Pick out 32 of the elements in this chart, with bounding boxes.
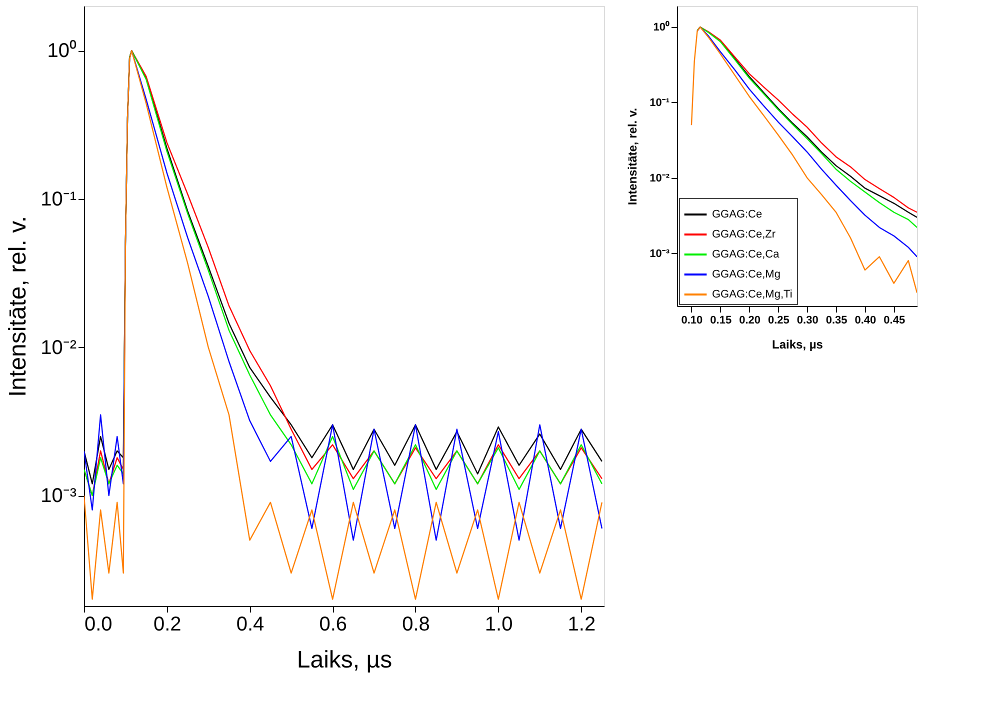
- y-tick-label: 10⁻³: [40, 485, 77, 508]
- legend-label: GGAG:Ce,Zr: [712, 228, 776, 240]
- legend-label: GGAG:Ce,Mg: [712, 268, 780, 280]
- y-tick-label: 10⁻¹: [650, 96, 670, 109]
- x-tick-label: 0.4: [236, 614, 264, 636]
- x-tick-label: 0.2: [153, 614, 182, 636]
- x-tick-label: 0.40: [854, 314, 876, 326]
- y-tick-label: 10⁻³: [650, 248, 670, 260]
- y-axis-title: Intensitāte, rel. v.: [626, 108, 640, 206]
- x-axis-title: Laiks, µs: [296, 646, 392, 674]
- legend-label: GGAG:Ce,Mg,Ti: [712, 288, 792, 300]
- y-axis-title: Intensitāte, rel. v.: [4, 216, 32, 397]
- x-tick-label: 0.45: [884, 314, 906, 326]
- x-tick-label: 0.8: [402, 614, 430, 636]
- x-tick-label: 0.6: [319, 614, 348, 636]
- x-tick-label: 1.2: [568, 614, 596, 636]
- x-axis-title: Laiks, µs: [772, 338, 824, 352]
- x-tick-label: 0.10: [681, 314, 703, 326]
- y-tick-label: 10⁻²: [40, 336, 77, 359]
- x-tick-label: 0.25: [768, 314, 790, 326]
- x-tick-label: 0.15: [710, 314, 732, 326]
- x-tick-label: 0.35: [826, 314, 848, 326]
- legend-label: GGAG:Ce: [712, 208, 762, 220]
- y-tick-label: 10⁻²: [650, 172, 670, 184]
- x-tick-label: 1.0: [484, 614, 513, 636]
- x-tick-label: 0.0: [84, 614, 112, 636]
- y-tick-label: 10⁰: [47, 39, 76, 62]
- x-tick-label: 0.20: [739, 314, 760, 326]
- y-tick-label: 10⁰: [653, 20, 670, 34]
- y-tick-label: 10⁻¹: [40, 188, 77, 210]
- x-tick-label: 0.30: [796, 314, 818, 326]
- legend-label: GGAG:Ce,Ca: [712, 248, 780, 260]
